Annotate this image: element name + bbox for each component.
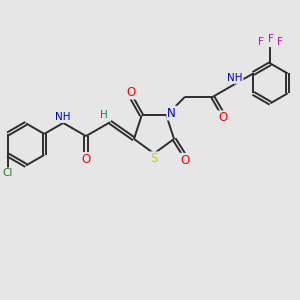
Text: F: F — [277, 37, 283, 46]
Text: F: F — [268, 34, 273, 44]
Text: N: N — [167, 106, 176, 120]
Text: O: O — [180, 154, 190, 167]
Text: F: F — [258, 37, 264, 46]
Text: O: O — [81, 153, 91, 166]
Text: NH: NH — [55, 112, 70, 122]
Text: O: O — [127, 85, 136, 99]
Text: Cl: Cl — [3, 168, 13, 178]
Text: H: H — [100, 110, 107, 120]
Text: O: O — [218, 111, 228, 124]
Text: S: S — [150, 152, 158, 165]
Text: NH: NH — [227, 73, 243, 83]
